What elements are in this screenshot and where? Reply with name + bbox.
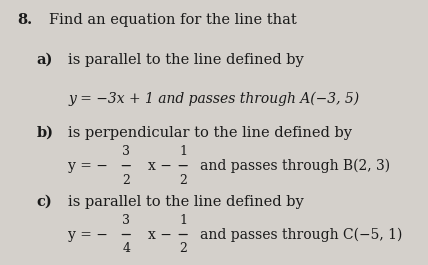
Text: 3: 3 [122,145,130,158]
Text: y = −: y = − [68,228,108,241]
Text: is parallel to the line defined by: is parallel to the line defined by [68,53,304,67]
Text: y = −3x + 1 and passes through A(−3, 5): y = −3x + 1 and passes through A(−3, 5) [68,91,360,106]
Text: x −: x − [148,228,172,241]
Text: 1: 1 [179,145,187,158]
Text: 8.: 8. [17,13,32,27]
Text: 2: 2 [122,174,130,187]
Text: is perpendicular to the line defined by: is perpendicular to the line defined by [68,126,353,140]
Text: 2: 2 [179,174,187,187]
Text: and passes through C(−5, 1): and passes through C(−5, 1) [200,227,403,242]
Text: 1: 1 [179,214,187,227]
Text: a): a) [36,53,53,67]
Text: 2: 2 [179,242,187,255]
Text: x −: x − [148,159,172,173]
Text: y = −: y = − [68,159,108,173]
Text: 4: 4 [122,242,130,255]
Text: b): b) [36,126,54,140]
Text: is parallel to the line defined by: is parallel to the line defined by [68,195,304,209]
Text: and passes through B(2, 3): and passes through B(2, 3) [200,158,390,173]
Text: c): c) [36,195,52,209]
Text: Find an equation for the line that: Find an equation for the line that [49,13,297,27]
Text: 3: 3 [122,214,130,227]
